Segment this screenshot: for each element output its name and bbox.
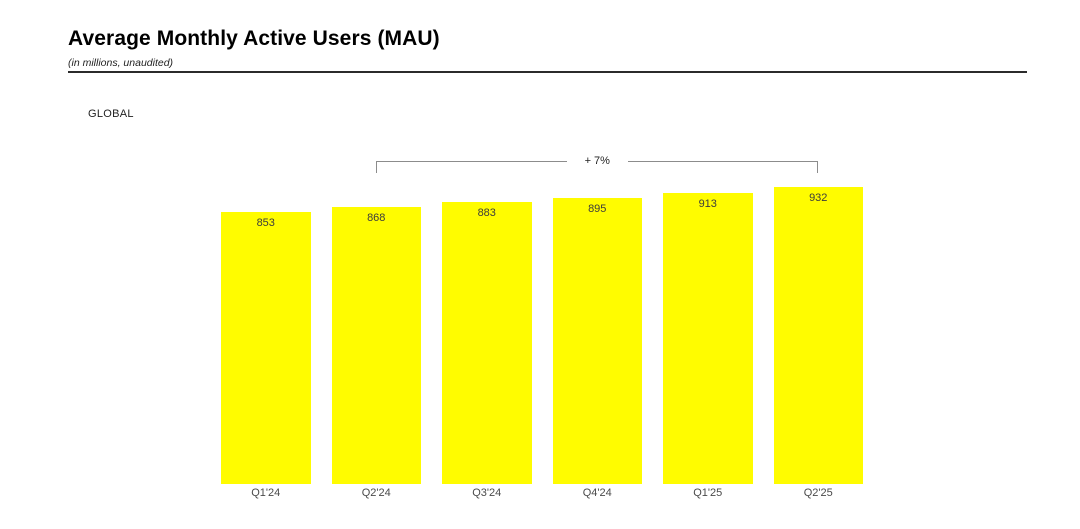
bracket-right-line — [627, 161, 818, 162]
bracket-left-line — [377, 161, 567, 162]
x-axis-label: Q1'25 — [693, 487, 723, 499]
x-axis-label: Q4'24 — [582, 487, 612, 499]
x-axis-label: Q2'25 — [803, 487, 833, 499]
bar-q224: 868 — [331, 207, 421, 484]
x-axis-label: Q3'24 — [472, 487, 502, 499]
x-axis-label: Q2'24 — [361, 487, 391, 499]
bar-value-label: 883 — [477, 207, 496, 219]
bar-q124: 853 — [221, 212, 311, 484]
growth-percent-label: + 7% — [584, 155, 610, 167]
chart-subtitle: (in millions, unaudited) — [68, 57, 174, 69]
bracket-left-tick — [376, 161, 378, 173]
header-rule — [68, 71, 1027, 73]
bar-group: 853 868 883 895 913 932 — [221, 184, 863, 484]
bar-q324: 883 — [442, 202, 532, 484]
bar-value-label: 868 — [367, 212, 386, 224]
bar-value-label: 895 — [588, 203, 607, 215]
chart-title: Average Monthly Active Users (MAU) — [68, 27, 440, 50]
bar-q424: 895 — [552, 198, 642, 484]
growth-bracket: + 7% — [376, 155, 819, 175]
x-axis-label: Q1'24 — [251, 487, 281, 499]
section-label-global: GLOBAL — [88, 108, 134, 120]
bar-value-label: 932 — [809, 192, 828, 204]
bar-value-label: 853 — [256, 217, 275, 229]
x-axis-labels: Q1'24 Q2'24 Q3'24 Q4'24 Q1'25 Q2'25 — [221, 487, 863, 499]
bracket-right-tick — [817, 161, 819, 173]
bar-q225: 932 — [773, 187, 863, 484]
bar-value-label: 913 — [698, 198, 717, 210]
bar-q125: 913 — [663, 193, 753, 484]
